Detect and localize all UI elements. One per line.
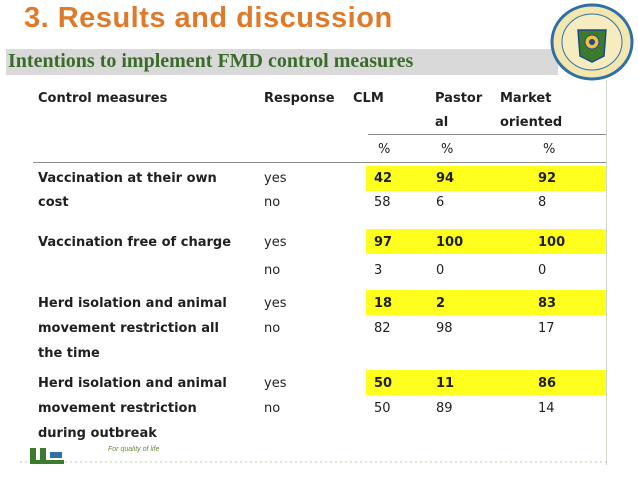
row-4-yes-label: yes (264, 376, 287, 391)
row-4-measure-line-2: movement restriction (38, 401, 197, 416)
slide-subtitle: Intentions to implement FMD control meas… (8, 50, 414, 72)
row-3-measure-line-2: movement restriction all (38, 321, 219, 336)
row-4-measure-line-3: during outbreak (38, 426, 157, 441)
row-4-measure-line-1: Herd isolation and animal (38, 376, 227, 391)
row-4-yes-clm: 50 (374, 376, 393, 391)
row-2-yes-label: yes (264, 235, 287, 250)
row-3-yes-pastoral: 2 (436, 296, 446, 311)
highlight-row-1 (366, 166, 606, 191)
university-seal-icon (550, 3, 634, 81)
row-2-no-label: no (264, 263, 281, 278)
row-1-no-pastoral: 6 (436, 195, 445, 210)
header-market-2: oriented (500, 115, 563, 130)
row-4-no-label: no (264, 401, 281, 416)
row-3-yes-market: 83 (538, 296, 557, 311)
subtitle-bar (6, 49, 558, 75)
header-control-measures: Control measures (38, 91, 168, 106)
header-market-1: Market (500, 91, 552, 106)
row-1-yes-label: yes (264, 171, 287, 186)
highlight-row-4 (366, 370, 606, 395)
row-2-yes-market: 100 (538, 235, 566, 250)
row-3-no-market: 17 (538, 321, 555, 336)
row-3-measure-line-1: Herd isolation and animal (38, 296, 227, 311)
row-2-no-pastoral: 0 (436, 263, 445, 278)
row-1-yes-clm: 42 (374, 171, 393, 186)
row-3-yes-label: yes (264, 296, 287, 311)
row-3-no-label: no (264, 321, 281, 336)
slide-title: 3. Results and discussion (24, 2, 393, 34)
row-2-no-clm: 3 (374, 263, 383, 278)
row-1-no-market: 8 (538, 195, 547, 210)
row-1-measure-line-2: cost (38, 195, 69, 210)
row-4-no-clm: 50 (374, 401, 391, 416)
header-pastoral-1: Pastor (435, 91, 483, 106)
footer-dotted-rule (20, 461, 606, 463)
header-pastoral-2: al (435, 115, 449, 130)
header-rule-2 (33, 162, 606, 163)
row-2-yes-clm: 97 (374, 235, 393, 250)
vertical-rule (606, 80, 607, 465)
row-3-yes-clm: 18 (374, 296, 393, 311)
row-4-no-pastoral: 89 (436, 401, 453, 416)
row-3-no-clm: 82 (374, 321, 391, 336)
unit-pastoral: % (441, 142, 454, 157)
row-3-measure-line-3: the time (38, 346, 100, 361)
row-2-measure-line-1: Vaccination free of charge (38, 235, 232, 250)
unit-market: % (543, 142, 556, 157)
row-1-yes-pastoral: 94 (436, 171, 455, 186)
row-1-no-label: no (264, 195, 281, 210)
header-rule-1 (368, 134, 606, 135)
row-3-no-pastoral: 98 (436, 321, 453, 336)
row-4-yes-pastoral: 11 (436, 376, 455, 391)
header-clm: CLM (353, 91, 384, 106)
row-2-no-market: 0 (538, 263, 547, 278)
highlight-row-2 (366, 229, 606, 254)
row-1-yes-market: 92 (538, 171, 557, 186)
row-1-no-clm: 58 (374, 195, 391, 210)
row-2-yes-pastoral: 100 (436, 235, 464, 250)
unit-clm: % (378, 142, 391, 157)
row-4-no-market: 14 (538, 401, 555, 416)
row-4-yes-market: 86 (538, 376, 557, 391)
footer-tagline: For quality of life (108, 446, 160, 453)
header-response: Response (264, 91, 335, 106)
university-logo-icon (30, 448, 64, 464)
row-1-measure-line-1: Vaccination at their own (38, 171, 217, 186)
highlight-row-3 (366, 290, 606, 315)
